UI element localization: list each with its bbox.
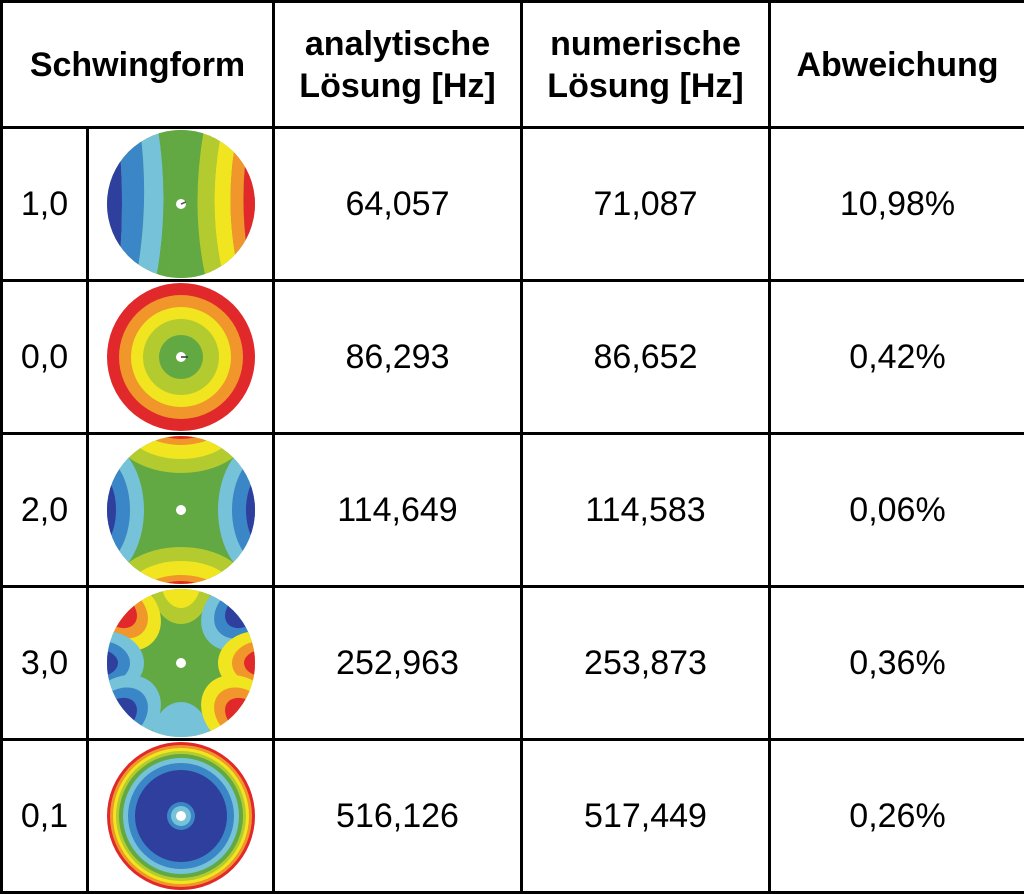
analytic-value: 114,649 xyxy=(274,434,522,587)
mode-0-0-icon xyxy=(106,282,256,432)
analytic-value: 252,963 xyxy=(274,587,522,740)
numeric-value: 114,583 xyxy=(522,434,770,587)
header-deviation: Abweichung xyxy=(770,2,1024,128)
mode-shape-image xyxy=(88,281,274,434)
mode-1-0-icon xyxy=(106,129,256,279)
mode-shape-image xyxy=(88,587,274,740)
mode-2-0-icon xyxy=(106,435,256,585)
numeric-value: 517,449 xyxy=(522,740,770,893)
analytic-value: 516,126 xyxy=(274,740,522,893)
numeric-value: 86,652 xyxy=(522,281,770,434)
table-row: 0,0 86,293 86,652 0,42% xyxy=(2,281,1024,434)
table-row: 2,0 xyxy=(2,434,1024,587)
numeric-value: 253,873 xyxy=(522,587,770,740)
deviation-value: 10,98% xyxy=(770,128,1024,281)
header-analytic-solution: analytische Lösung [Hz] xyxy=(274,2,522,128)
mode-3-0-icon xyxy=(106,588,256,738)
numeric-value: 71,087 xyxy=(522,128,770,281)
deviation-value: 0,06% xyxy=(770,434,1024,587)
deviation-value: 0,42% xyxy=(770,281,1024,434)
header-numeric-solution: numerische Lösung [Hz] xyxy=(522,2,770,128)
analytic-value: 64,057 xyxy=(274,128,522,281)
mode-label: 1,0 xyxy=(2,128,88,281)
header-mode-shape: Schwingform xyxy=(2,2,274,128)
deviation-value: 0,26% xyxy=(770,740,1024,893)
table-row: 3,0 xyxy=(2,587,1024,740)
mode-shape-image xyxy=(88,128,274,281)
mode-label: 0,1 xyxy=(2,740,88,893)
mode-label: 2,0 xyxy=(2,434,88,587)
analytic-value: 86,293 xyxy=(274,281,522,434)
mode-label: 3,0 xyxy=(2,587,88,740)
mode-label: 0,0 xyxy=(2,281,88,434)
mode-shape-image xyxy=(88,740,274,893)
table-row: 1,0 64,057 71 xyxy=(2,128,1024,281)
table-row: 0,1 516,126 517,449 0,26% xyxy=(2,740,1024,893)
mode-0-1-icon xyxy=(106,741,256,891)
header-row: Schwingform analytische Lösung [Hz] nume… xyxy=(2,2,1024,128)
mode-shape-image xyxy=(88,434,274,587)
deviation-value: 0,36% xyxy=(770,587,1024,740)
